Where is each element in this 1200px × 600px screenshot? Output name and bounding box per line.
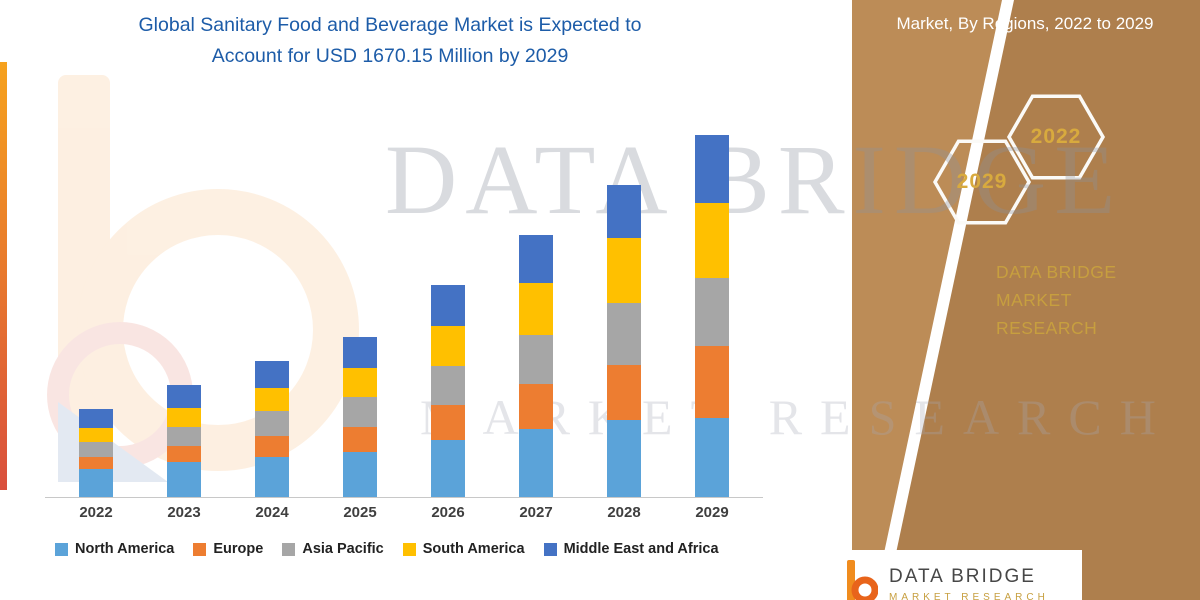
bar-segment-2028 [607,303,641,365]
x-axis-label: 2023 [167,504,201,521]
x-axis-label: 2029 [695,504,729,521]
bar-segment-2026 [431,404,465,440]
footer-brand-sub: MARKET RESEARCH [889,592,1049,600]
footer-brand-name: DATA BRIDGE [889,566,1036,587]
bar-segment-2029 [695,346,729,418]
x-axis-label: 2024 [255,504,289,521]
bar-segment-2024 [255,360,289,388]
brand-line2: RESEARCH [996,318,1098,338]
bar-column-2023 [140,107,228,497]
bar-segment-2028 [607,420,641,497]
bar-segment-2022 [79,468,113,497]
side-panel-brand: DATA BRIDGE MARKET RESEARCH [996,258,1186,342]
left-accent-bar [0,62,7,490]
bar-segment-2025 [343,451,377,497]
bar-segment-2028 [607,184,641,239]
legend-item: Asia Pacific [282,541,384,557]
bar-segment-2025 [343,336,377,369]
bar-column-2024 [228,107,316,497]
bar-segment-2025 [343,397,377,427]
bar-segment-2029 [695,417,729,497]
chart-title-line1: Global Sanitary Food and Beverage Market… [138,14,642,36]
chart-title-line2: Account for USD 1670.15 Million by 2029 [211,45,569,67]
side-ribbon-light [852,0,1002,600]
x-axis-label: 2027 [519,504,553,521]
bar-column-2029 [668,107,756,497]
legend: North America Europe Asia Pacific South Ame… [55,541,719,557]
bar-segment-2029 [695,135,729,204]
bar-segment-2022 [79,456,113,469]
legend-item: North America [55,541,174,557]
bar-segment-2027 [519,384,553,429]
bar-column-2025 [316,107,404,497]
bar-segment-2026 [431,325,465,366]
side-panel-header: Market, By Regions, 2022 to 2029 [896,14,1154,33]
bar-segment-2024 [255,456,289,497]
bar-segment-2028 [607,364,641,421]
footer-text: DATA BRIDGE MARKET RESEARCH [889,558,1049,600]
data-bridge-logo-icon [844,558,879,600]
legend-item: South America [402,541,525,557]
bar-segment-2022 [79,427,113,442]
bar-segment-2025 [343,426,377,452]
legend-swatch-icon [193,542,207,556]
bar-column-2022 [52,107,140,497]
bar-segment-2027 [519,282,553,335]
plot-area [52,107,756,497]
chart-title: Global Sanitary Food and Beverage Market… [65,10,715,72]
bar-segment-2026 [431,365,465,405]
bar-segment-2029 [695,203,729,279]
bar-segment-2025 [343,368,377,398]
bar-segment-2023 [167,426,201,447]
x-axis-label: 2022 [79,504,113,521]
bar-segment-2027 [519,234,553,283]
bar-segment-2022 [79,409,113,428]
hexagon-year-2029: 2029 [956,170,1008,193]
bar-segment-2022 [79,441,113,457]
bar-segment-2024 [255,411,289,437]
legend-swatch-icon [282,542,296,556]
legend-item: Middle East and Africa [543,541,719,557]
side-ribbon-dark [886,0,1200,600]
x-axis-label: 2026 [431,504,465,521]
hexagon-2022-icon [1006,94,1106,180]
x-axis-line [45,497,763,498]
legend-swatch-icon [402,542,416,556]
x-axis-label: 2028 [607,504,641,521]
bar-segment-2024 [255,436,289,457]
bar-segment-2027 [519,428,553,497]
x-axis-labels: 2022 2023 2024 2025 2026 2027 2028 2029 [52,504,756,521]
footer-branding: DATA BRIDGE MARKET RESEARCH [828,550,1082,600]
bar-segment-2023 [167,408,201,427]
bar-segment-2029 [695,278,729,347]
brand-line1: DATA BRIDGE MARKET [996,262,1117,310]
hexagon-2029-icon [932,139,1032,225]
bar-segment-2023 [167,385,201,409]
bar-segment-2026 [431,439,465,497]
bar-segment-2028 [607,238,641,304]
bar-segment-2027 [519,334,553,385]
legend-swatch-icon [55,542,68,556]
bar-segment-2023 [167,462,201,497]
x-axis-label: 2025 [343,504,377,521]
legend-label: North America [75,541,175,557]
bar-column-2026 [404,107,492,497]
bar-segment-2024 [255,387,289,412]
bar-segment-2023 [167,446,201,463]
legend-label: Middle East and Africa [563,541,719,557]
bar-segment-2026 [431,284,465,326]
legend-item: Europe [193,541,263,557]
legend-label: Europe [213,541,264,557]
legend-label: Asia Pacific [302,541,384,557]
legend-label: South America [422,541,525,557]
hexagon-year-2022: 2022 [1030,125,1082,148]
bar-column-2028 [580,107,668,497]
bar-column-2027 [492,107,580,497]
legend-swatch-icon [543,542,557,556]
